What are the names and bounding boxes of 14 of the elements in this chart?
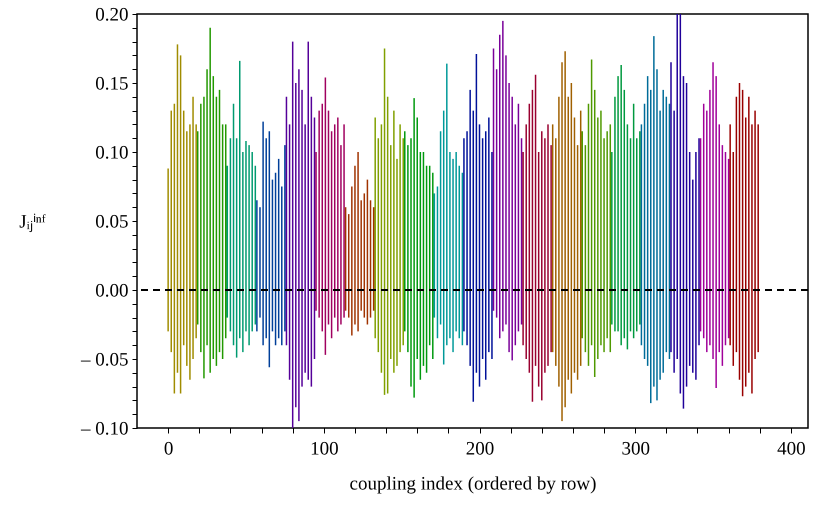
y-axis-title: Jᵢⱼⁱⁿᶠ: [19, 212, 46, 232]
y-tick-label: 0.15: [95, 74, 128, 94]
y-tick-label: 0.05: [95, 212, 128, 232]
y-tick-label: 0.20: [95, 4, 128, 26]
x-tick-label: 300: [621, 438, 650, 460]
x-tick-label: 0: [164, 438, 174, 460]
x-tick-label: 100: [310, 438, 339, 460]
y-tick-label: – 0.05: [80, 350, 128, 370]
x-tick-label: 400: [777, 438, 806, 460]
y-tick-label: 0.00: [95, 280, 128, 302]
x-tick-label: 200: [466, 438, 494, 460]
y-tick-label: – 0.10: [80, 418, 128, 440]
x-axis-title: coupling index (ordered by row): [350, 474, 596, 494]
y-tick-label: 0.10: [95, 142, 128, 164]
